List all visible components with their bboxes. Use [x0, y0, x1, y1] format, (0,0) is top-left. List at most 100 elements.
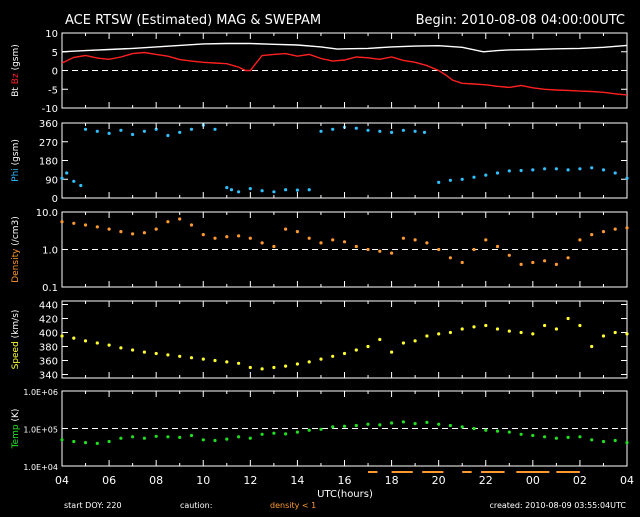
data-point [472, 247, 476, 252]
data-point [590, 166, 594, 170]
data-point [331, 127, 335, 131]
data-point [472, 426, 476, 431]
data-point [495, 171, 500, 175]
y-axis-label: Temp (K) [11, 409, 21, 450]
data-point [248, 365, 252, 370]
data-point [72, 336, 76, 340]
data-point [354, 348, 358, 352]
data-point [613, 330, 617, 335]
data-point [495, 327, 500, 331]
y-tick-label: -5 [48, 85, 58, 96]
data-point [342, 424, 347, 428]
start-doy: start DOY: 220 [64, 501, 122, 510]
data-point [437, 247, 441, 252]
panel-1: -10 -5 0 5 10 Bt Bz (gsm) [11, 29, 628, 115]
data-point [166, 435, 170, 439]
y-tick-label: 10 [45, 29, 58, 40]
x-tick-label: 04 [620, 474, 634, 487]
data-point [131, 348, 135, 352]
data-point [154, 127, 158, 131]
data-point [484, 238, 488, 242]
data-point [413, 129, 417, 133]
data-point [248, 436, 252, 440]
data-point [460, 327, 464, 331]
data-point [390, 421, 394, 425]
data-point [107, 227, 111, 231]
x-tick-label: 02 [573, 474, 587, 487]
y-axis-label-part: (km/s) [11, 310, 21, 342]
data-point [378, 249, 382, 253]
data-point [272, 244, 276, 249]
data-point [60, 438, 64, 442]
y-axis-label-part: (gsm) [11, 44, 21, 73]
data-point [213, 236, 217, 240]
data-point [413, 238, 417, 242]
y-tick-label: 180 [39, 157, 58, 168]
data-point [378, 423, 382, 427]
data-point [625, 332, 629, 336]
data-point [554, 327, 559, 331]
y-tick-label: 1.0E+05 [23, 426, 58, 435]
data-point [213, 438, 217, 443]
data-point [601, 168, 606, 172]
data-point [448, 330, 452, 335]
data-point [472, 175, 476, 179]
data-point [354, 423, 358, 428]
data-point [331, 425, 335, 429]
y-axis-label-part: Density [11, 248, 21, 283]
data-point [260, 241, 264, 245]
data-point [448, 178, 452, 182]
panels: -10 -5 0 5 10 Bt Bz (gsm) 0 90 180 270 360 Phi (gsm… [11, 29, 629, 472]
data-point [166, 353, 170, 357]
x-axis: 04 06 08 10 12 14 16 18 20 22 00 02 04 [55, 471, 634, 487]
x-tick-label: 06 [102, 474, 116, 487]
y-axis-label-part: Temp [11, 424, 21, 449]
data-point [401, 128, 405, 132]
data-point [213, 358, 217, 363]
data-point [378, 129, 382, 133]
data-point [625, 176, 629, 180]
data-point [260, 432, 264, 436]
data-point [72, 439, 76, 444]
data-point [284, 364, 288, 368]
data-point [531, 332, 535, 336]
data-point [566, 256, 570, 260]
data-point [590, 233, 594, 237]
data-point [543, 435, 547, 439]
x-tick-label: 10 [196, 474, 210, 487]
data-point [366, 247, 370, 252]
data-point [578, 167, 582, 171]
data-point [201, 233, 205, 237]
x-tick-label: 12 [243, 474, 257, 487]
data-point [366, 128, 370, 132]
data-point [472, 325, 476, 329]
data-point [519, 262, 523, 266]
data-point [342, 240, 347, 244]
data-point [95, 441, 99, 445]
data-point [201, 357, 205, 361]
data-point [390, 350, 394, 354]
data-point [460, 177, 464, 181]
data-point [284, 432, 288, 436]
y-tick-label: 440 [39, 301, 58, 312]
data-point [507, 253, 511, 257]
data-point [507, 329, 511, 333]
data-point [554, 167, 559, 171]
data-point [495, 429, 500, 433]
data-point [295, 188, 299, 192]
data-point [390, 251, 394, 255]
y-axis-label: Density (/cm3) [11, 216, 21, 283]
data-point [543, 323, 547, 328]
data-point [60, 220, 64, 224]
data-point [83, 441, 88, 445]
data-point [307, 428, 311, 432]
data-point [519, 432, 523, 436]
data-point [83, 127, 88, 131]
y-axis-label-part: Speed [11, 341, 21, 369]
created-time: created: 2010-08-09 03:55:04UTC [489, 501, 626, 510]
data-point [131, 435, 135, 439]
series-line [61, 51, 628, 96]
data-point [119, 436, 123, 440]
